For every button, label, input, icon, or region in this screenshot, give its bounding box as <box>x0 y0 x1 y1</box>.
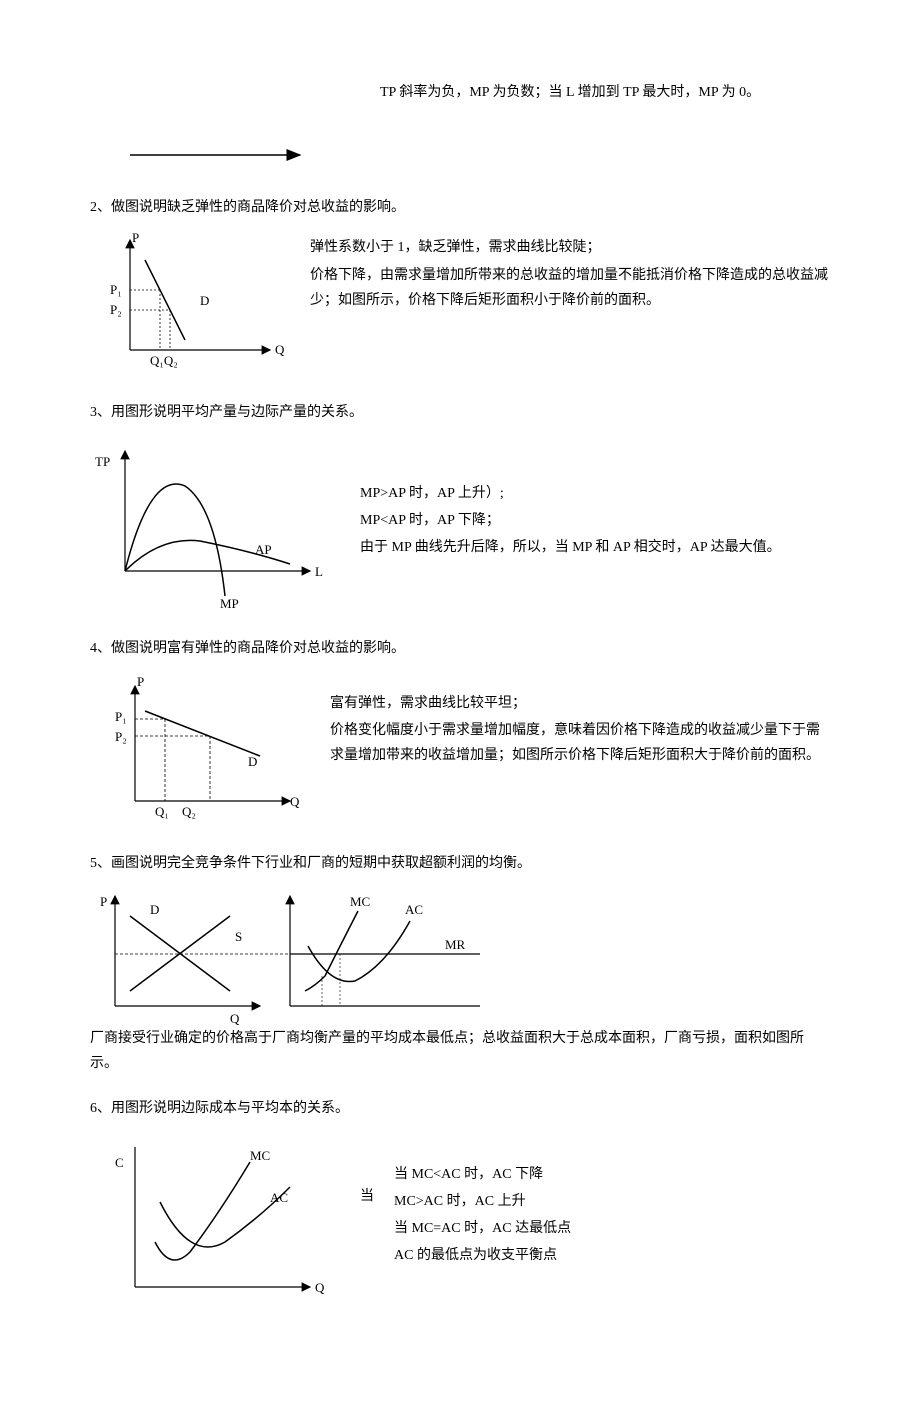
svg-text:L: L <box>315 564 323 579</box>
svg-text:AC: AC <box>405 902 423 917</box>
q3-chart: TP L AP MP <box>90 436 340 616</box>
q6-pre: 当 <box>360 1189 374 1204</box>
q6-exp4: AC 的最低点为收支平衡点 <box>394 1243 571 1268</box>
question-5: 5、画图说明完全竞争条件下行业和厂商的短期中获取超额利润的均衡。 P D S Q <box>90 851 830 1077</box>
svg-text:Q₂: Q₂ <box>182 804 196 819</box>
svg-text:D: D <box>248 754 257 769</box>
q6-exp3: 当 MC=AC 时，AC 达最低点 <box>394 1216 571 1241</box>
svg-text:MR: MR <box>445 937 466 952</box>
svg-text:Q: Q <box>230 1011 240 1026</box>
q3-exp1: MP>AP 时，AP 上升）; <box>360 481 830 506</box>
q3-exp2: MP<AP 时，AP 下降； <box>360 508 830 533</box>
q5-title: 5、画图说明完全竞争条件下行业和厂商的短期中获取超额利润的均衡。 <box>90 851 830 876</box>
svg-text:Q: Q <box>275 342 285 357</box>
q3-title: 3、用图形说明平均产量与边际产量的关系。 <box>90 400 830 425</box>
q2-exp2: 价格下降，由需求量增加所带来的总收益的增加量不能抵消价格下降造成的总收益减少；如… <box>310 263 830 313</box>
question-2: 2、做图说明缺乏弹性的商品降价对总收益的影响。 P <box>90 195 830 380</box>
svg-text:MC: MC <box>250 1148 270 1163</box>
svg-text:P₁: P₁ <box>110 282 122 297</box>
svg-text:P: P <box>100 894 107 909</box>
svg-text:AP: AP <box>255 542 272 557</box>
q3-explanation: MP>AP 时，AP 上升）; MP<AP 时，AP 下降； 由于 MP 曲线先… <box>360 436 830 563</box>
question-6: 6、用图形说明边际成本与平均本的关系。 C Q MC AC <box>90 1096 830 1311</box>
q6-exp2: MC>AC 时，AC 上升 <box>394 1189 571 1214</box>
q2-title: 2、做图说明缺乏弹性的商品降价对总收益的影响。 <box>90 195 830 220</box>
svg-text:Q: Q <box>290 794 300 809</box>
top-fragment: TP 斜率为负，MP 为负数；当 L 增加到 TP 最大时，MP 为 0。 <box>380 80 830 105</box>
q4-exp1: 富有弹性，需求曲线比较平坦； <box>330 691 830 716</box>
q4-title: 4、做图说明富有弹性的商品降价对总收益的影响。 <box>90 636 830 661</box>
q5-chart: P D S Q MC AC MR <box>90 886 830 1026</box>
svg-text:Q: Q <box>315 1280 325 1295</box>
question-4: 4、做图说明富有弹性的商品降价对总收益的影响。 P Q <box>90 636 830 831</box>
q6-chart: C Q MC AC <box>90 1132 340 1312</box>
svg-text:D: D <box>200 293 209 308</box>
svg-text:Q₁Q₂: Q₁Q₂ <box>150 353 178 368</box>
svg-text:P₂: P₂ <box>110 302 122 317</box>
svg-text:C: C <box>115 1155 124 1170</box>
q4-exp2: 价格变化幅度小于需求量增加幅度，意味着因价格下降造成的收益减少量下于需求量增加带… <box>330 718 830 768</box>
svg-text:P: P <box>137 674 144 689</box>
q2-explanation: 弹性系数小于 1，缺乏弹性，需求曲线比较陡； 价格下降，由需求量增加所带来的总收… <box>310 230 830 315</box>
svg-text:P: P <box>132 230 139 245</box>
q2-exp1: 弹性系数小于 1，缺乏弹性，需求曲线比较陡； <box>310 235 830 260</box>
horizontal-arrow <box>130 145 830 165</box>
svg-text:TP: TP <box>95 454 110 469</box>
top-text: TP 斜率为负，MP 为负数；当 L 增加到 TP 最大时，MP 为 0。 <box>380 85 760 100</box>
svg-text:P₂: P₂ <box>115 729 127 744</box>
svg-text:MC: MC <box>350 894 370 909</box>
svg-text:P₁: P₁ <box>115 709 127 724</box>
q4-explanation: 富有弹性，需求曲线比较平坦； 价格变化幅度小于需求量增加幅度，意味着因价格下降造… <box>330 671 830 771</box>
q6-explanation: 当 当 MC<AC 时，AC 下降 MC>AC 时，AC 上升 当 MC=AC … <box>360 1132 830 1271</box>
svg-text:D: D <box>150 902 159 917</box>
q3-exp3: 由于 MP 曲线先升后降，所以，当 MP 和 AP 相交时，AP 达最大值。 <box>360 535 830 560</box>
q6-exp1: 当 MC<AC 时，AC 下降 <box>394 1162 571 1187</box>
svg-text:Q₁: Q₁ <box>155 804 169 819</box>
svg-text:MP: MP <box>220 596 239 611</box>
svg-text:AC: AC <box>270 1190 288 1205</box>
question-3: 3、用图形说明平均产量与边际产量的关系。 TP L AP MP <box>90 400 830 615</box>
q6-title: 6、用图形说明边际成本与平均本的关系。 <box>90 1096 830 1121</box>
q2-chart: P Q D P₁ P₂ Q₁Q₂ <box>90 230 290 380</box>
q5-exp: 厂商接受行业确定的价格高于厂商均衡产量的平均成本最低点；总收益面积大于总成本面积… <box>90 1026 830 1076</box>
q4-chart: P Q D P₁ P₂ Q₁ Q₂ <box>90 671 310 831</box>
svg-text:S: S <box>235 929 242 944</box>
